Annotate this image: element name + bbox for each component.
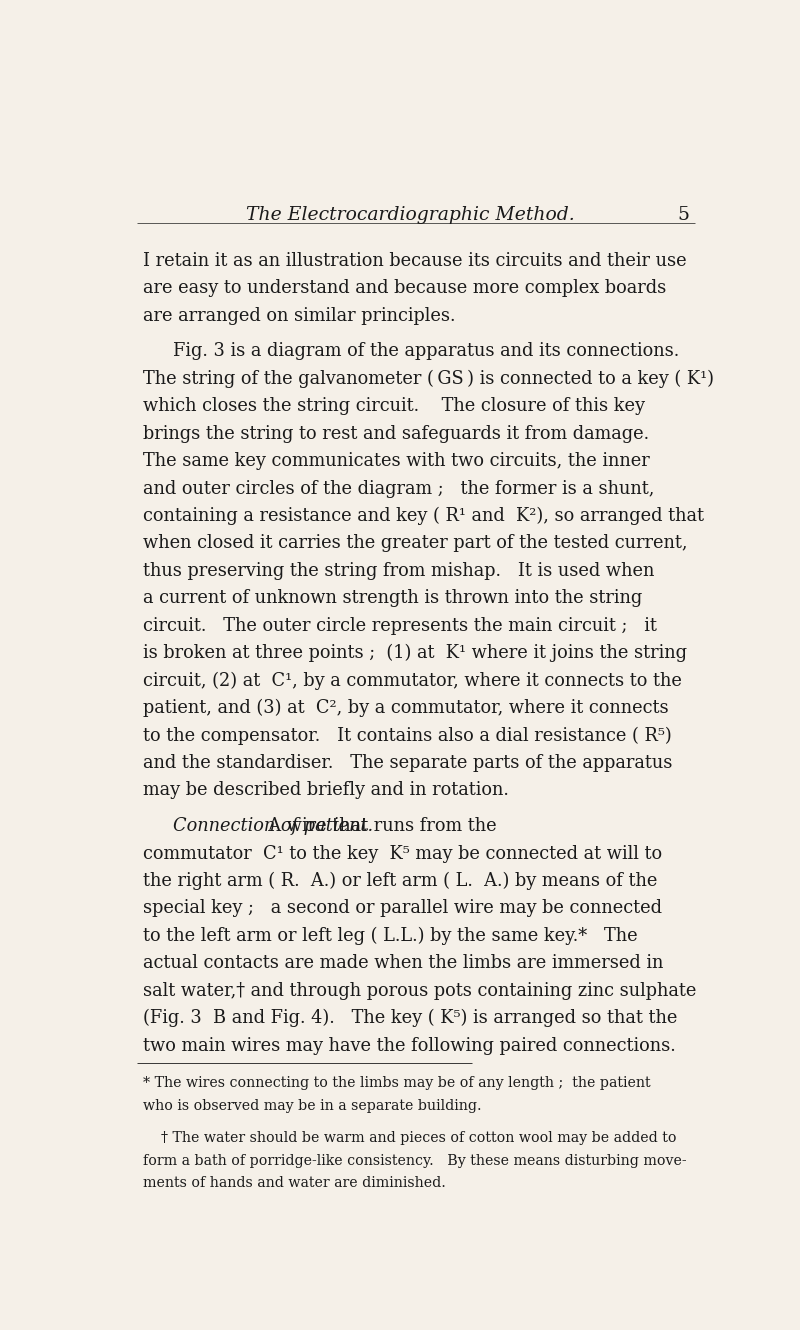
Text: ments of hands and water are diminished.: ments of hands and water are diminished. bbox=[143, 1177, 446, 1190]
Text: and the standardiser.   The separate parts of the apparatus: and the standardiser. The separate parts… bbox=[143, 754, 673, 771]
Text: a current of unknown strength is thrown into the string: a current of unknown strength is thrown … bbox=[143, 589, 642, 608]
Text: † The water should be warm and pieces of cotton wool may be added to: † The water should be warm and pieces of… bbox=[143, 1132, 677, 1145]
Text: who is observed may be in a separate building.: who is observed may be in a separate bui… bbox=[143, 1099, 482, 1113]
Text: are easy to understand and because more complex boards: are easy to understand and because more … bbox=[143, 279, 666, 297]
Text: to the compensator.   It contains also a dial resistance ( R⁵): to the compensator. It contains also a d… bbox=[143, 726, 672, 745]
Text: salt water,† and through porous pots containing zinc sulphate: salt water,† and through porous pots con… bbox=[143, 982, 697, 1000]
Text: The Electrocardiographic Method.: The Electrocardiographic Method. bbox=[246, 206, 574, 223]
Text: commutator  C¹ to the key  K⁵ may be connected at will to: commutator C¹ to the key K⁵ may be conne… bbox=[143, 845, 662, 863]
Text: A wire that runs from the: A wire that runs from the bbox=[257, 817, 497, 835]
Text: thus preserving the string from mishap.   It is used when: thus preserving the string from mishap. … bbox=[143, 561, 654, 580]
Text: when closed it carries the greater part of the tested current,: when closed it carries the greater part … bbox=[143, 535, 688, 552]
Text: containing a resistance and key ( R¹ and  K²), so arranged that: containing a resistance and key ( R¹ and… bbox=[143, 507, 704, 525]
Text: circuit, (2) at  C¹, by a commutator, where it connects to the: circuit, (2) at C¹, by a commutator, whe… bbox=[143, 672, 682, 690]
Text: may be described briefly and in rotation.: may be described briefly and in rotation… bbox=[143, 782, 510, 799]
Text: form a bath of porridge-like consistency.   By these means disturbing move-: form a bath of porridge-like consistency… bbox=[143, 1154, 687, 1168]
Text: to the left arm or left leg ( L.L.) by the same key.*   The: to the left arm or left leg ( L.L.) by t… bbox=[143, 927, 638, 946]
Text: is broken at three points ;  (1) at  K¹ where it joins the string: is broken at three points ; (1) at K¹ wh… bbox=[143, 644, 687, 662]
Text: I retain it as an illustration because its circuits and their use: I retain it as an illustration because i… bbox=[143, 251, 687, 270]
Text: are arranged on similar principles.: are arranged on similar principles. bbox=[143, 307, 456, 325]
Text: the right arm ( R.  A.) or left arm ( L.  A.) by means of the: the right arm ( R. A.) or left arm ( L. … bbox=[143, 872, 658, 890]
Text: circuit.   The outer circle represents the main circuit ;   it: circuit. The outer circle represents the… bbox=[143, 617, 658, 634]
Text: special key ;   a second or parallel wire may be connected: special key ; a second or parallel wire … bbox=[143, 899, 662, 918]
Text: Connection of patient.: Connection of patient. bbox=[173, 817, 374, 835]
Text: two main wires may have the following paired connections.: two main wires may have the following pa… bbox=[143, 1036, 676, 1055]
Text: patient, and (3) at  C², by a commutator, where it connects: patient, and (3) at C², by a commutator,… bbox=[143, 700, 669, 717]
Text: actual contacts are made when the limbs are immersed in: actual contacts are made when the limbs … bbox=[143, 955, 664, 972]
Text: 5: 5 bbox=[677, 206, 689, 223]
Text: which closes the string circuit.    The closure of this key: which closes the string circuit. The clo… bbox=[143, 398, 646, 415]
Text: Fig. 3 is a diagram of the apparatus and its connections.: Fig. 3 is a diagram of the apparatus and… bbox=[173, 342, 679, 360]
Text: (Fig. 3  B and Fig. 4).   The key ( K⁵) is arranged so that the: (Fig. 3 B and Fig. 4). The key ( K⁵) is … bbox=[143, 1009, 678, 1028]
Text: The string of the galvanometer ( GS ) is connected to a key ( K¹): The string of the galvanometer ( GS ) is… bbox=[143, 370, 714, 388]
Text: brings the string to rest and safeguards it from damage.: brings the string to rest and safeguards… bbox=[143, 424, 650, 443]
Text: * The wires connecting to the limbs may be of any length ;  the patient: * The wires connecting to the limbs may … bbox=[143, 1076, 651, 1091]
Text: The same key communicates with two circuits, the inner: The same key communicates with two circu… bbox=[143, 452, 650, 469]
Text: and outer circles of the diagram ;   the former is a shunt,: and outer circles of the diagram ; the f… bbox=[143, 480, 654, 497]
